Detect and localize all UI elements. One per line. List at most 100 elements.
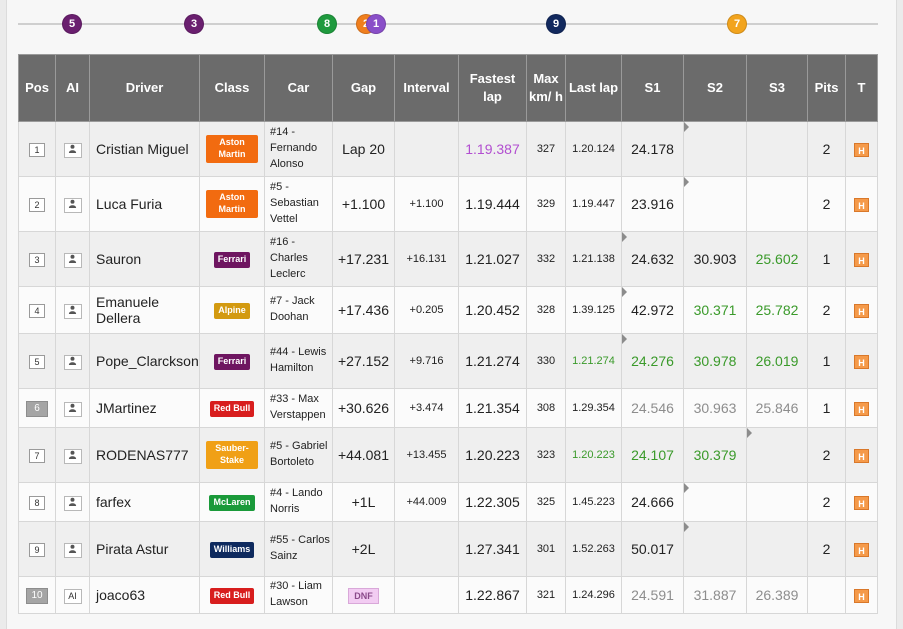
- column-header[interactable]: AI: [55, 54, 90, 122]
- ai-cell: [55, 427, 90, 483]
- driver-name[interactable]: joaco63: [89, 576, 200, 614]
- driver-name[interactable]: RODENAS777: [89, 427, 200, 483]
- tyre-cell: H: [845, 576, 878, 614]
- column-header[interactable]: Max km/ h: [526, 54, 566, 122]
- class-cell: Aston Martin: [199, 176, 265, 232]
- table-row[interactable]: 8 farfex McLaren #4 - Lando Norris +1L +…: [18, 482, 878, 522]
- driver-name[interactable]: Pope_Clarckson: [89, 333, 200, 389]
- sector-2-value: 30.371: [683, 286, 747, 334]
- column-header[interactable]: Driver: [89, 54, 200, 122]
- table-row[interactable]: 9 Pirata Astur Williams #55 - Carlos Sai…: [18, 521, 878, 577]
- column-header[interactable]: S3: [746, 54, 808, 122]
- table-row[interactable]: 1 Cristian Miguel Aston Martin #14 - Fer…: [18, 121, 878, 177]
- table-row[interactable]: 3 Sauron Ferrari #16 - Charles Leclerc +…: [18, 231, 878, 287]
- sector-2-value: 30.379: [683, 427, 747, 483]
- ai-cell: [55, 521, 90, 577]
- position-cell: 4: [18, 286, 56, 334]
- table-row[interactable]: 7 RODENAS777 Sauber-Stake #5 - Gabriel B…: [18, 427, 878, 483]
- column-header[interactable]: S1: [621, 54, 684, 122]
- interval-value: +9.716: [394, 333, 459, 389]
- track-marker: 9: [546, 14, 566, 34]
- column-header[interactable]: Fastest lap: [458, 54, 527, 122]
- sector-marker-icon: [684, 122, 689, 132]
- gap-value: +2L: [351, 541, 376, 557]
- sector-marker-icon: [622, 287, 627, 297]
- position-badge: 8: [29, 496, 45, 510]
- ai-cell: [55, 121, 90, 177]
- column-header[interactable]: Pos: [18, 54, 56, 122]
- interval-value: +1.100: [394, 176, 459, 232]
- table-row[interactable]: 10 AI joaco63 Red Bull #30 - Liam Lawson…: [18, 576, 878, 614]
- sector-1-text: 24.632: [631, 251, 674, 267]
- car-name: #30 - Liam Lawson: [264, 576, 333, 614]
- table-row[interactable]: 4 Emanuele Dellera Alpine #7 - Jack Dooh…: [18, 286, 878, 334]
- ai-label: AI: [63, 588, 82, 604]
- fastest-lap-value: 1.20.223: [458, 427, 527, 483]
- fastest-lap-value: 1.22.867: [458, 576, 527, 614]
- column-header[interactable]: Class: [199, 54, 265, 122]
- sector-3-text: 26.019: [755, 353, 799, 369]
- gap-cell: +44.081: [332, 427, 395, 483]
- driver-name[interactable]: Sauron: [89, 231, 200, 287]
- column-header[interactable]: Last lap: [565, 54, 622, 122]
- driver-name[interactable]: Emanuele Dellera: [89, 286, 200, 334]
- dnf-badge: DNF: [348, 588, 379, 604]
- column-header[interactable]: Interval: [394, 54, 459, 122]
- gap-value: +1.100: [341, 196, 386, 212]
- pits-value: 2: [807, 176, 846, 232]
- interval-value: [394, 121, 459, 177]
- last-lap-value: 1.21.138: [565, 231, 622, 287]
- position-badge: 5: [29, 355, 45, 369]
- driver-name[interactable]: Cristian Miguel: [89, 121, 200, 177]
- position-cell: 3: [18, 231, 56, 287]
- sector-3-text: 25.602: [755, 251, 799, 267]
- class-badge: Aston Martin: [206, 190, 258, 218]
- pits-value: 1: [807, 231, 846, 287]
- sector-2-value: 30.963: [683, 388, 747, 428]
- column-header[interactable]: S2: [683, 54, 747, 122]
- gap-value: Lap 20: [342, 141, 385, 157]
- sector-1-value: 24.276: [621, 333, 684, 389]
- table-row[interactable]: 6 JMartinez Red Bull #33 - Max Verstappe…: [18, 388, 878, 428]
- driver-name[interactable]: Pirata Astur: [89, 521, 200, 577]
- interval-value: +16.131: [394, 231, 459, 287]
- driver-name[interactable]: JMartinez: [89, 388, 200, 428]
- sector-1-value: 24.666: [621, 482, 684, 522]
- car-name: #44 - Lewis Hamilton: [264, 333, 333, 389]
- column-header[interactable]: Pits: [807, 54, 846, 122]
- sector-marker-icon: [747, 428, 752, 438]
- sector-1-value: 24.546: [621, 388, 684, 428]
- tyre-compound-badge: H: [854, 448, 869, 463]
- gap-value: +17.231: [338, 251, 389, 267]
- sector-2-value: [683, 121, 747, 177]
- class-cell: Red Bull: [199, 388, 265, 428]
- sector-3-value: 25.846: [746, 388, 808, 428]
- tyre-compound-badge: H: [854, 252, 869, 267]
- class-cell: Ferrari: [199, 333, 265, 389]
- tyre-cell: H: [845, 521, 878, 577]
- driver-name[interactable]: farfex: [89, 482, 200, 522]
- sector-1-text: 42.972: [631, 302, 674, 318]
- track-marker: 1: [366, 14, 386, 34]
- class-badge: Williams: [209, 542, 255, 558]
- pits-value: 2: [807, 286, 846, 334]
- driver-name[interactable]: Luca Furia: [89, 176, 200, 232]
- table-row[interactable]: 2 Luca Furia Aston Martin #5 - Sebastian…: [18, 176, 878, 232]
- column-header[interactable]: T: [845, 54, 878, 122]
- class-cell: Red Bull: [199, 576, 265, 614]
- car-name: #16 - Charles Leclerc: [264, 231, 333, 287]
- column-header[interactable]: Car: [264, 54, 333, 122]
- class-cell: Ferrari: [199, 231, 265, 287]
- pits-value: 1: [807, 388, 846, 428]
- gap-cell: +17.231: [332, 231, 395, 287]
- gap-cell: +30.626: [332, 388, 395, 428]
- standings-table: Pos AI Driver Class Car Gap Interval Fastest la…: [18, 54, 878, 614]
- tyre-cell: H: [845, 286, 878, 334]
- gap-cell: +27.152: [332, 333, 395, 389]
- column-header[interactable]: Gap: [332, 54, 395, 122]
- position-cell: 2: [18, 176, 56, 232]
- pits-value: 2: [807, 427, 846, 483]
- table-row[interactable]: 5 Pope_Clarckson Ferrari #44 - Lewis Ham…: [18, 333, 878, 389]
- pits-value: 2: [807, 482, 846, 522]
- last-lap-value: 1.19.447: [565, 176, 622, 232]
